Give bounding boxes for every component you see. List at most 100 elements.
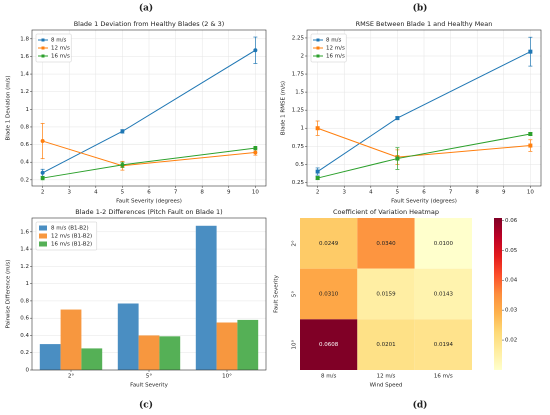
heatmap-cell: [414, 319, 472, 370]
y-tick-label: 0.4: [20, 333, 29, 339]
y-tick-label: 1: [26, 107, 30, 113]
legend-swatch: [41, 46, 45, 50]
x-tick-label: 3: [67, 190, 71, 196]
cell-label: 0.0310: [319, 292, 339, 298]
x-tick-label: 5: [396, 190, 400, 196]
x-tick-label: 2: [316, 190, 320, 196]
chart-title: Blade 1-2 Differences (Pitch Fault on Bl…: [75, 208, 222, 216]
y-tick-label: 1.4: [20, 72, 29, 78]
legend-swatch: [41, 38, 45, 42]
heatmap-cell: [414, 218, 472, 269]
bar: [81, 348, 103, 370]
bar: [216, 322, 238, 370]
y-tick-label: 0.2: [20, 350, 29, 356]
x-tick-label: 8: [200, 190, 204, 196]
x-tick-label: 3: [342, 190, 346, 196]
x-tick-label: 5: [121, 190, 125, 196]
y-axis-label: Blade 1 Deviation (m/s): [6, 76, 12, 141]
legend-label: 12 m/s (B1-B2): [51, 234, 92, 240]
legend-label: 16 m/s: [51, 54, 70, 60]
x-tick-label: 2°: [68, 374, 74, 380]
y-axis-label: Fault Severity: [274, 274, 280, 312]
y-tick-label: 1.2: [20, 89, 29, 95]
y-tick-label: 0: [26, 368, 30, 374]
heatmap-cell: [357, 268, 415, 320]
panel-label: (c): [139, 400, 153, 411]
x-tick-label: 9: [227, 190, 231, 196]
legend-box: [35, 33, 72, 63]
point: [528, 143, 533, 148]
cell-label: 0.0340: [376, 241, 396, 247]
y-tick-label: 0.4: [20, 160, 29, 166]
legend-swatch: [39, 233, 47, 239]
point: [528, 49, 533, 54]
x-tick-label: 4: [369, 190, 373, 196]
legend-label: 8 m/s: [51, 38, 66, 44]
colorbar: [494, 218, 502, 370]
x-tick-label: 6: [422, 190, 426, 196]
cell-label: 0.0249: [319, 241, 339, 247]
point: [40, 170, 45, 175]
point: [40, 176, 45, 181]
point: [120, 162, 125, 167]
heatmap-cell: [300, 319, 358, 370]
bar: [159, 336, 181, 370]
x-tick-label: 8 m/s: [321, 374, 336, 380]
heatmap-cell: [300, 268, 358, 320]
colorbar-tick-label: 0.02: [505, 338, 517, 344]
y-tick-label: 0.8: [20, 124, 29, 130]
x-tick-label: 6: [147, 190, 151, 196]
x-tick-label: 10: [527, 190, 534, 196]
point: [253, 146, 258, 151]
x-tick-label: 7: [449, 190, 453, 196]
cell-label: 0.0100: [434, 241, 454, 247]
legend-box: [35, 221, 98, 251]
bar: [60, 309, 82, 370]
y-tick-label: 0.75: [292, 144, 305, 150]
point: [528, 132, 533, 136]
x-tick-label: 10: [252, 190, 259, 196]
x-tick-label: 5°: [146, 374, 152, 380]
point: [315, 176, 320, 181]
y-tick-label: 1.2: [20, 264, 29, 270]
x-tick-label: 7: [174, 190, 178, 196]
point: [315, 126, 320, 131]
x-tick-label: 8: [475, 190, 479, 196]
y-tick-label: 0.2: [20, 177, 29, 183]
y-tick-label: 2: [301, 54, 305, 60]
panel-label: (b): [413, 3, 428, 14]
legend-label: 12 m/s: [326, 46, 345, 52]
heatmap-cell: [357, 218, 415, 269]
colorbar-tick-label: 0.03: [505, 308, 518, 314]
legend-label: 16 m/s (B1-B2): [51, 242, 92, 248]
bar: [138, 335, 160, 370]
colorbar-tick-label: 0.05: [505, 248, 518, 254]
plot-frame: [31, 217, 267, 371]
cell-label: 0.0143: [434, 292, 454, 298]
legend-swatch: [316, 38, 320, 42]
x-axis-label: Wind Speed: [370, 383, 403, 389]
heatmap-cell: [300, 218, 358, 269]
y-tick-label: 2°: [292, 240, 298, 246]
legend-swatch: [41, 54, 45, 58]
y-tick-label: 1.75: [292, 72, 305, 78]
y-tick-label: 1: [26, 281, 30, 287]
y-axis-label: Blade 1 RMSE (m/s): [281, 81, 287, 135]
legend-label: 12 m/s: [51, 46, 70, 52]
bar: [195, 225, 217, 370]
point: [40, 139, 45, 144]
plot-frame: [31, 29, 267, 187]
point: [315, 169, 320, 174]
legend-label: 8 m/s: [326, 38, 341, 44]
y-tick-label: 0.6: [20, 142, 29, 148]
y-tick-label: 5°: [292, 291, 298, 297]
panel-label: (a): [139, 3, 153, 14]
point: [120, 129, 125, 134]
chart-title: Coefficient of Variation Heatmap: [333, 208, 439, 216]
legend-swatch: [316, 46, 320, 50]
y-tick-label: 1.6: [20, 229, 29, 235]
cell-label: 0.0159: [376, 292, 396, 298]
y-tick-label: 1.25: [292, 108, 305, 114]
x-tick-label: 10°: [222, 374, 232, 380]
